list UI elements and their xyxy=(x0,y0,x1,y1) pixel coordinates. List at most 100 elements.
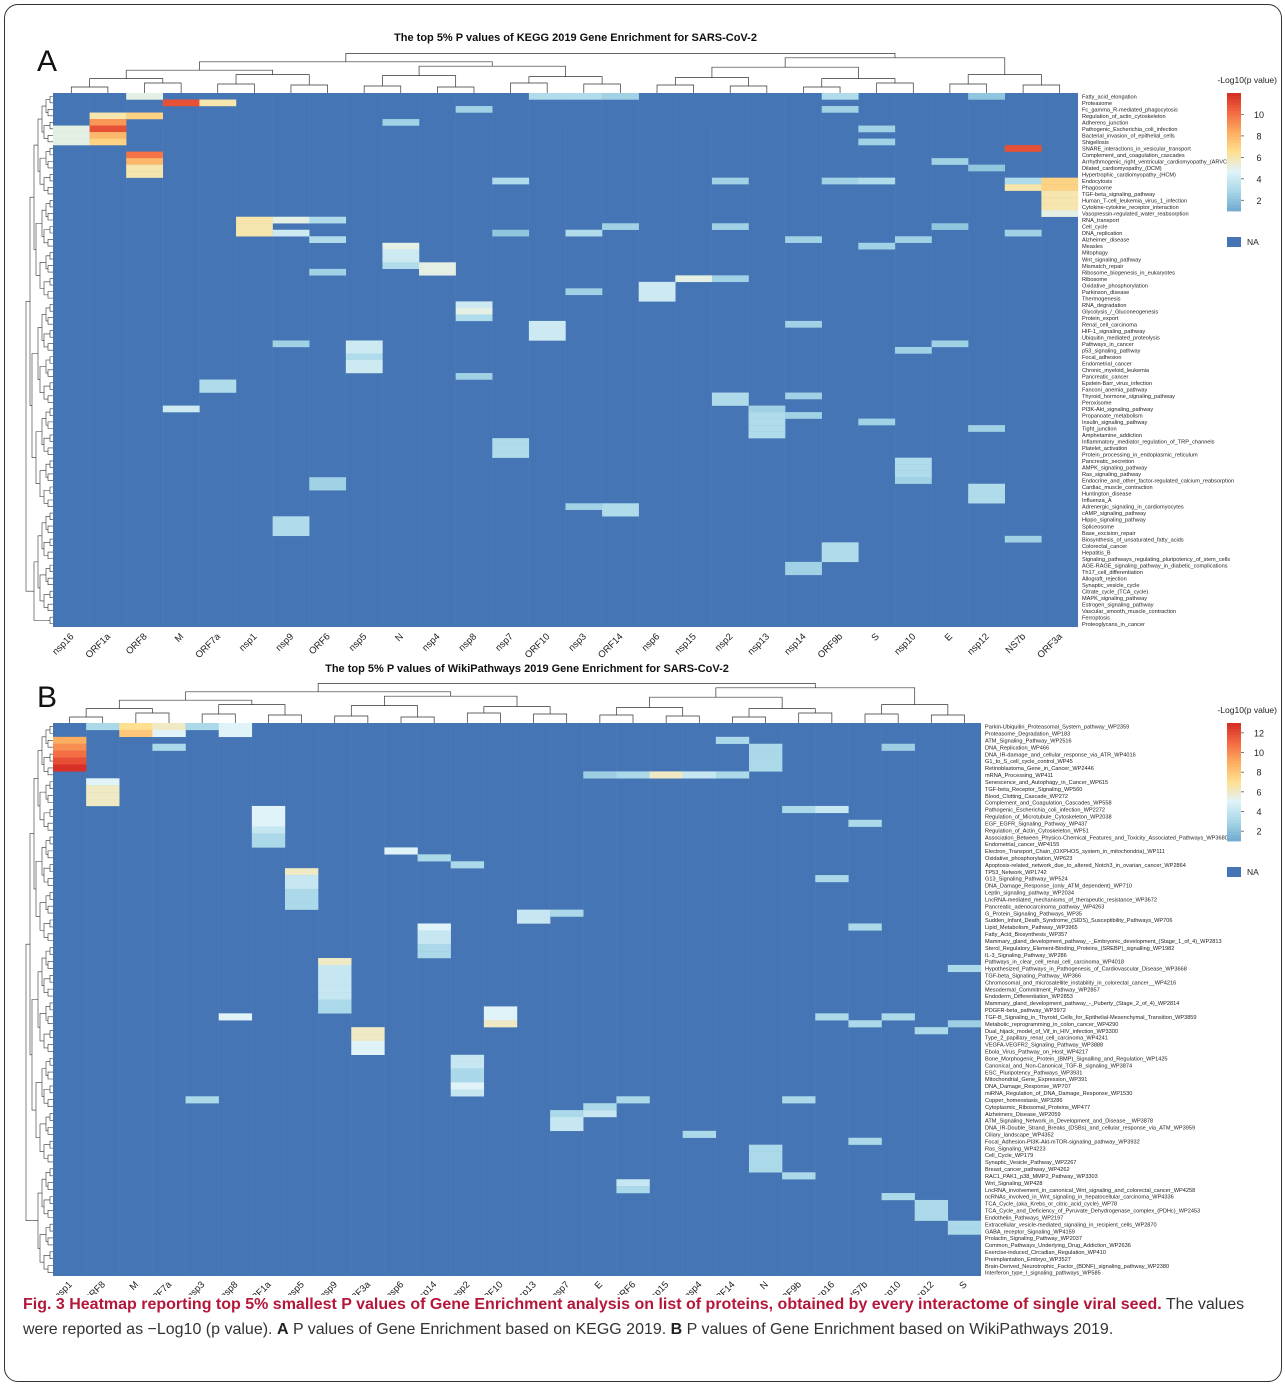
panel-a-row-label: Protein_export xyxy=(1082,316,1119,322)
panel-a-row-dendrogram xyxy=(43,542,50,556)
panel-b-cell-14-24 xyxy=(848,819,882,827)
panel-b-row-label: EGF_EGFR_Signaling_Pathway_WP437 xyxy=(985,821,1087,827)
panel-a-cell-59-23 xyxy=(894,477,932,484)
panel-b-legend-tick-label: 10 xyxy=(1254,748,1264,758)
panel-a-row-dendrogram xyxy=(49,486,53,494)
panel-b-row-label: Association_Between_Physico-Chemical_Fea… xyxy=(985,835,1228,841)
panel-b-row-label: DNA_IR-Double_Strand_Breaks_(DSBs)_and_c… xyxy=(985,1126,1195,1132)
panel-a-cell-4-1 xyxy=(89,119,127,126)
panel-b-row-label: TCA_Cycle_(aka_Krebs_or_citric_acid_cycl… xyxy=(985,1202,1117,1208)
panel-a-cell-35-13 xyxy=(528,320,566,328)
panel-a-cell-49-19 xyxy=(748,412,786,419)
panel-b-row-label: Focal_Adhesion-PI3K-Akt-mTOR-signaling_p… xyxy=(985,1139,1140,1145)
panel-b-row-dendrogram xyxy=(43,1199,50,1215)
panel-b-row-dendrogram xyxy=(43,923,50,938)
panel-b-row-dendrogram xyxy=(43,867,50,883)
panel-b-col-dendrogram xyxy=(466,712,501,723)
panel-b-row-dendrogram xyxy=(31,999,38,1111)
panel-b-legend-gradient xyxy=(1227,823,1241,827)
panel-a-cell-0-13 xyxy=(528,93,566,100)
panel-b-row-dendrogram xyxy=(25,943,38,1221)
panel-b-row-label: G13_Signaling_Pathway_WP524 xyxy=(985,877,1068,883)
panel-b-legend-gradient xyxy=(1227,776,1241,780)
panel-a-row-label: Allograft_rejection xyxy=(1082,576,1127,582)
panel-a-cell-23-9 xyxy=(382,242,420,250)
panel-b-cell-69-26 xyxy=(914,1199,949,1208)
panel-b-row-label: Type_2_papillary_renal_cell_carcinoma_WP… xyxy=(985,1036,1108,1042)
panel-a-row-label: RNA_degradation xyxy=(1082,303,1126,309)
panel-a-cell-26-10 xyxy=(419,262,456,270)
panel-a-cell-17-27 xyxy=(1041,203,1079,211)
panel-a-cell-10-2 xyxy=(126,158,164,165)
caption-title: Fig. 3 Heatmap reporting top 5% smallest… xyxy=(23,1296,1162,1313)
panel-b-cell-0-3 xyxy=(152,723,186,731)
panel-a-legend-gradient xyxy=(1227,172,1241,176)
panel-b-legend-gradient xyxy=(1227,805,1241,809)
panel-a-row-dendrogram xyxy=(43,385,50,400)
panel-a-row-label: Endocytosis xyxy=(1082,179,1112,185)
panel-a-row-label: Thyroid_hormone_signaling_pathway xyxy=(1082,394,1175,400)
panel-a-row-dendrogram xyxy=(47,421,53,429)
panel-b-cell-20-12 xyxy=(450,861,485,869)
panel-a-cell-5-1 xyxy=(89,125,127,133)
panel-a-row-label: Hippo_signaling_pathway xyxy=(1082,518,1146,524)
panel-a-legend-tick-label: 2 xyxy=(1256,196,1261,206)
panel-a-cell-68-26 xyxy=(1004,535,1042,543)
panel-b-cell-3-25 xyxy=(881,743,915,751)
panel-b-row-label: G_Protein_Signaling_Pathways_WP35 xyxy=(985,911,1082,917)
panel-b-row-label: Pathogenic_Escherichia_coli_infection_WP… xyxy=(985,808,1105,814)
panel-a-title: The top 5% P values of KEGG 2019 Gene En… xyxy=(394,32,757,44)
panel-a-cell-13-21 xyxy=(821,177,859,185)
panel-b-cell-6-21 xyxy=(749,764,783,772)
panel-a-col-dendrogram xyxy=(510,82,548,93)
panel-a-cell-21-12 xyxy=(492,229,530,237)
panel-a-row-label: Phagosome xyxy=(1082,186,1112,192)
panel-b-row-label: PDGFR-beta_pathway_WP3972 xyxy=(985,1008,1066,1014)
panel-a-legend-gradient xyxy=(1227,95,1241,100)
panel-b-legend-na-label: NA xyxy=(1247,867,1259,877)
panel-a-cell-24-9 xyxy=(382,249,420,257)
panel-b-row-label: Ebola_Virus_Pathway_on_Host_WP4217 xyxy=(985,1050,1088,1056)
panel-b-col-dendrogram xyxy=(400,716,435,723)
panel-a-row-dendrogram xyxy=(49,616,53,625)
panel-a-row-dendrogram xyxy=(39,262,46,289)
panel-a-cell-63-14 xyxy=(565,503,603,510)
panel-a-row-dendrogram xyxy=(43,489,50,504)
panel-b-cell-13-6 xyxy=(251,812,286,820)
panel-a-legend-gradient xyxy=(1227,140,1241,144)
panel-a-cell-58-23 xyxy=(894,470,932,478)
panel-a-row-label: Fanconi_anemia_pathway xyxy=(1082,388,1148,394)
panel-b-cell-25-7 xyxy=(285,895,319,903)
panel-a-row-label: HIF-1_signaling_pathway xyxy=(1082,329,1145,335)
panel-a-row-dendrogram xyxy=(49,564,53,572)
panel-b-row-dendrogram xyxy=(49,1140,53,1149)
panel-b-row-label: Regulation_of_Microtubule_Cytoskeleton_W… xyxy=(985,815,1112,821)
figure-svg: A The top 5% P values of KEGG 2019 Gene E… xyxy=(25,32,1277,1309)
panel-b-row-dendrogram xyxy=(39,791,46,821)
panel-b-row-dendrogram xyxy=(49,726,53,734)
panel-b-row-label: Interferon_type_I_signaling_pathways_WP5… xyxy=(985,1271,1101,1277)
panel-a-row-label: Inflammatory_mediator_regulation_of_TRP_… xyxy=(1082,440,1215,446)
panel-b-cell-12-23 xyxy=(815,805,849,814)
panel-a-row-dendrogram xyxy=(47,447,53,455)
panel-a-row-label: Ras_signaling_pathway xyxy=(1082,472,1141,478)
panel-a-row-label: Propanoate_metabolism xyxy=(1082,414,1143,420)
panel-b-legend-gradient xyxy=(1227,820,1241,824)
panel-a-cell-59-7 xyxy=(309,477,347,484)
panel-a-cell-73-20 xyxy=(785,568,822,576)
panel-b-row-label: Electron_Transport_Chain_(OXPHOS_system_… xyxy=(985,849,1165,855)
panel-a-col-dendrogram xyxy=(418,65,566,77)
panel-a-col-label: nsp4 xyxy=(420,631,442,653)
panel-a-col-dendrogram xyxy=(382,75,457,87)
panel-b-cell-71-26 xyxy=(914,1213,949,1221)
panel-b-row-dendrogram xyxy=(47,905,53,914)
panel-a-col-dendrogram xyxy=(437,86,475,93)
panel-a-cell-6-1 xyxy=(89,132,127,139)
panel-a-legend-gradient xyxy=(1227,107,1241,112)
panel-a-row-label: Cell_cycle xyxy=(1082,225,1108,231)
panel-a-cell-42-8 xyxy=(345,366,383,374)
panel-a-legend-tick-label: 8 xyxy=(1256,131,1261,141)
panel-a-row-dendrogram xyxy=(33,561,50,621)
panel-a-row-dendrogram xyxy=(47,213,53,221)
panel-a-legend-gradient xyxy=(1227,113,1241,117)
